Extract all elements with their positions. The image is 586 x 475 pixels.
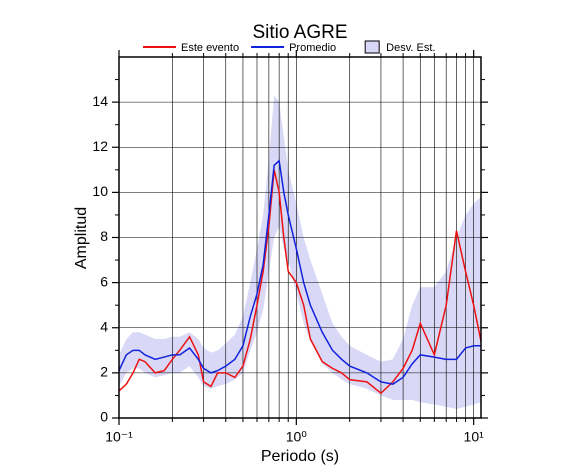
x-tick-label: 10⁰ xyxy=(286,429,308,445)
y-tick-label: 8 xyxy=(100,228,108,244)
y-tick-label: 4 xyxy=(100,318,108,334)
std-band xyxy=(119,95,481,409)
y-axis-label: Amplitud xyxy=(73,207,90,269)
y-tick-label: 2 xyxy=(100,364,108,380)
y-tick-label: 12 xyxy=(92,138,108,154)
series-line xyxy=(118,169,482,395)
legend-label: Desv. Est. xyxy=(386,42,435,54)
chart-title: Sitio AGRE xyxy=(252,22,347,43)
legend-swatch xyxy=(364,40,380,54)
x-tick-label: 10⁻¹ xyxy=(105,429,133,445)
y-tick-label: 6 xyxy=(100,273,108,289)
legend-label: Este evento xyxy=(181,42,239,54)
x-axis-label: Periodo (s) xyxy=(261,448,339,465)
y-tick-label: 10 xyxy=(92,183,108,199)
y-tick-label: 14 xyxy=(92,93,108,109)
series-line xyxy=(118,159,481,385)
legend-label: Promedio xyxy=(289,42,336,54)
y-tick-label: 0 xyxy=(100,409,108,425)
x-tick-label: 10¹ xyxy=(464,429,485,445)
